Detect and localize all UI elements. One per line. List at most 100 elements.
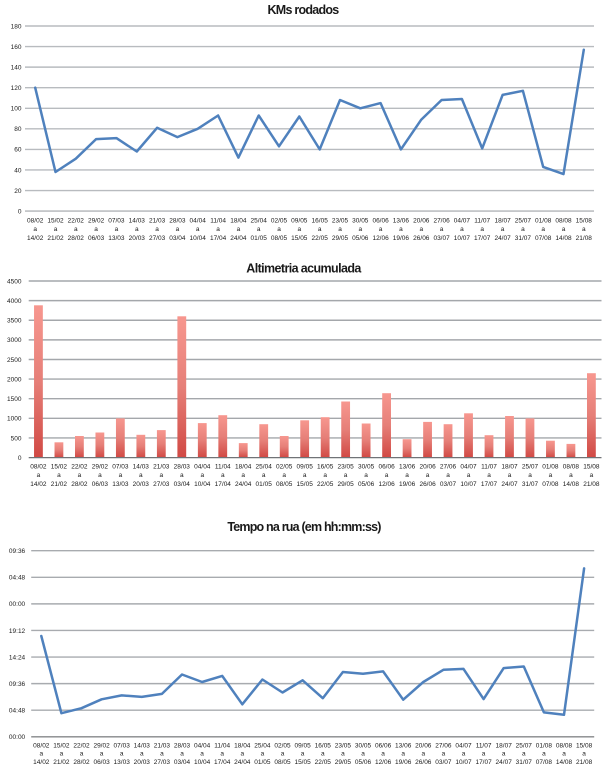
svg-text:16/05: 16/05	[317, 463, 334, 470]
svg-text:24/04: 24/04	[234, 759, 251, 766]
svg-text:26/06: 26/06	[413, 235, 430, 242]
svg-text:a: a	[405, 472, 409, 479]
svg-text:08/05: 08/05	[274, 759, 291, 766]
svg-text:25/04: 25/04	[256, 463, 273, 470]
svg-text:21/03: 21/03	[154, 743, 171, 750]
svg-text:a: a	[364, 472, 368, 479]
svg-text:20/03: 20/03	[129, 235, 146, 242]
svg-text:a: a	[541, 226, 545, 233]
svg-text:03/04: 03/04	[169, 235, 186, 242]
svg-text:27/06: 27/06	[440, 463, 457, 470]
svg-text:a: a	[196, 226, 200, 233]
svg-text:21/02: 21/02	[47, 235, 64, 242]
svg-text:a: a	[281, 750, 285, 757]
svg-text:a: a	[446, 472, 450, 479]
svg-text:100: 100	[11, 106, 22, 113]
svg-text:00:00: 00:00	[9, 734, 26, 741]
svg-text:23/05: 23/05	[332, 217, 349, 224]
svg-text:03/04: 03/04	[174, 481, 191, 488]
svg-text:01/08: 01/08	[536, 743, 553, 750]
svg-text:a: a	[119, 472, 123, 479]
svg-text:02/05: 02/05	[274, 743, 291, 750]
svg-text:28/03: 28/03	[174, 463, 191, 470]
svg-text:06/03: 06/03	[92, 481, 109, 488]
svg-text:13/03: 13/03	[112, 481, 129, 488]
svg-text:a: a	[323, 472, 327, 479]
svg-text:03/07: 03/07	[433, 235, 450, 242]
svg-text:a: a	[78, 472, 82, 479]
svg-text:12/06: 12/06	[378, 481, 395, 488]
svg-text:a: a	[98, 472, 102, 479]
svg-text:17/07: 17/07	[474, 235, 491, 242]
svg-text:20/03: 20/03	[134, 759, 151, 766]
svg-text:a: a	[262, 472, 266, 479]
svg-text:07/08: 07/08	[535, 235, 552, 242]
svg-text:21/02: 21/02	[51, 481, 68, 488]
svg-text:11/04: 11/04	[215, 463, 231, 470]
svg-text:a: a	[582, 750, 586, 757]
svg-text:17/04: 17/04	[214, 759, 231, 766]
svg-text:12/06: 12/06	[372, 235, 389, 242]
svg-text:a: a	[176, 226, 180, 233]
svg-text:a: a	[482, 750, 486, 757]
svg-text:27/03: 27/03	[149, 235, 166, 242]
svg-text:15/02: 15/02	[51, 463, 68, 470]
svg-text:a: a	[421, 750, 425, 757]
svg-text:15/05: 15/05	[291, 235, 308, 242]
svg-text:23/05: 23/05	[337, 463, 354, 470]
svg-text:a: a	[155, 226, 159, 233]
svg-text:a: a	[301, 750, 305, 757]
svg-text:a: a	[542, 750, 546, 757]
svg-text:15/08: 15/08	[576, 217, 593, 224]
svg-text:a: a	[120, 750, 124, 757]
svg-text:a: a	[241, 472, 245, 479]
svg-text:04:48: 04:48	[9, 708, 26, 715]
svg-text:03/07: 03/07	[440, 481, 457, 488]
svg-text:15/02: 15/02	[47, 217, 64, 224]
svg-text:a: a	[361, 750, 365, 757]
svg-text:a: a	[467, 472, 471, 479]
svg-text:13/06: 13/06	[395, 743, 412, 750]
svg-text:05/06: 05/06	[358, 481, 375, 488]
svg-text:09/05: 09/05	[291, 217, 308, 224]
svg-text:09/05: 09/05	[294, 743, 311, 750]
svg-text:500: 500	[11, 435, 22, 442]
svg-text:07/03: 07/03	[108, 217, 125, 224]
svg-text:04/07: 04/07	[460, 463, 477, 470]
svg-text:2500: 2500	[7, 357, 22, 364]
svg-text:01/05: 01/05	[256, 481, 273, 488]
svg-text:26/06: 26/06	[415, 759, 432, 766]
svg-text:4000: 4000	[7, 298, 22, 305]
svg-text:14/08: 14/08	[563, 481, 580, 488]
svg-text:19/06: 19/06	[399, 481, 416, 488]
svg-text:09:36: 09:36	[9, 548, 26, 555]
svg-text:13/03: 13/03	[114, 759, 131, 766]
svg-text:16/05: 16/05	[315, 743, 332, 750]
svg-text:a: a	[261, 750, 265, 757]
svg-text:a: a	[442, 750, 446, 757]
svg-text:a: a	[462, 750, 466, 757]
svg-text:4500: 4500	[7, 278, 22, 285]
svg-text:60: 60	[14, 147, 22, 154]
svg-text:07/03: 07/03	[114, 743, 131, 750]
svg-text:19/06: 19/06	[395, 759, 412, 766]
svg-text:19:12: 19:12	[9, 628, 26, 635]
svg-text:a: a	[54, 226, 58, 233]
svg-text:06/06: 06/06	[375, 743, 392, 750]
svg-text:a: a	[74, 226, 78, 233]
svg-text:02/05: 02/05	[271, 217, 288, 224]
svg-text:15/05: 15/05	[297, 481, 314, 488]
svg-text:Tempo na rua (em hh:mm:ss): Tempo na rua (em hh:mm:ss)	[227, 520, 381, 534]
svg-text:a: a	[297, 226, 301, 233]
svg-text:24/07: 24/07	[501, 481, 518, 488]
svg-text:04/04: 04/04	[194, 463, 211, 470]
svg-text:180: 180	[11, 23, 22, 30]
svg-text:07/03: 07/03	[112, 463, 129, 470]
svg-text:05/06: 05/06	[352, 235, 369, 242]
svg-text:04/04: 04/04	[190, 217, 207, 224]
svg-text:a: a	[139, 472, 143, 479]
svg-text:a: a	[480, 226, 484, 233]
svg-text:a: a	[440, 226, 444, 233]
svg-text:11/07: 11/07	[474, 217, 490, 224]
svg-text:28/03: 28/03	[174, 743, 191, 750]
